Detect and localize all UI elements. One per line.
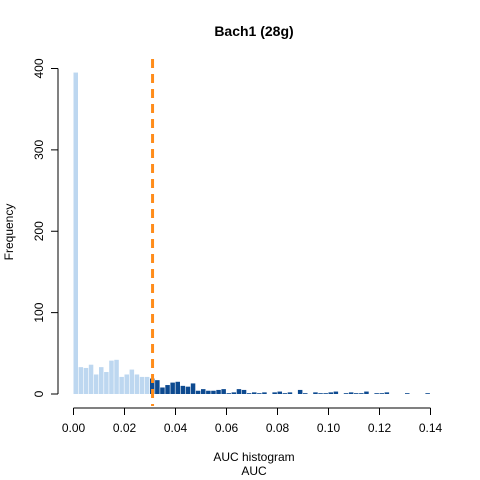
histogram-bar xyxy=(93,374,99,394)
histogram-bar xyxy=(231,392,237,394)
histogram-bar xyxy=(333,391,339,394)
x-tick-label: 0.14 xyxy=(419,421,443,435)
x-tick-label: 0.02 xyxy=(113,421,137,435)
histogram-bar xyxy=(303,393,308,394)
histogram-bar xyxy=(175,381,180,394)
histogram-bar xyxy=(359,393,364,394)
histogram-bar xyxy=(364,391,369,394)
histogram-bar xyxy=(252,392,257,394)
x-axis-sublabel: AUC xyxy=(241,464,267,478)
histogram-bar xyxy=(185,386,191,394)
histogram-bar xyxy=(144,376,150,394)
histogram-bar xyxy=(180,385,186,394)
histogram-bar xyxy=(124,374,129,394)
histogram-bar xyxy=(246,393,252,394)
histogram-bar xyxy=(323,393,328,394)
histogram-bar xyxy=(348,392,354,394)
histogram-bar xyxy=(384,392,390,394)
x-axis: 0.00 0.02 0.04 0.06 0.08 0.10 0.12 0.14 xyxy=(62,407,443,435)
histogram-bar xyxy=(221,389,226,394)
y-tick-label: 300 xyxy=(32,140,46,160)
histogram-bar xyxy=(328,392,333,394)
histogram-bar xyxy=(287,392,293,394)
histogram-bar xyxy=(78,367,84,394)
histogram-bar xyxy=(257,393,262,394)
histogram-bar xyxy=(313,392,318,394)
x-tick-label: 0.10 xyxy=(317,421,341,435)
y-axis-label: Frequency xyxy=(2,204,16,261)
histogram-bar xyxy=(104,372,109,394)
histogram-bar xyxy=(109,360,114,394)
histogram-bar xyxy=(190,383,196,394)
x-tick-label: 0.04 xyxy=(164,421,188,435)
y-tick-label: 0 xyxy=(32,390,46,397)
histogram-bar xyxy=(99,367,104,394)
histogram-bar xyxy=(297,389,303,394)
histogram-bar xyxy=(155,380,160,394)
y-tick-label: 100 xyxy=(32,302,46,322)
x-tick-label: 0.08 xyxy=(266,421,290,435)
x-axis-label: AUC histogram xyxy=(213,450,294,464)
histogram-bar xyxy=(354,393,359,394)
histogram-bar xyxy=(88,364,94,394)
histogram-bar xyxy=(139,376,145,394)
histogram-bar xyxy=(379,393,384,394)
histogram-bar xyxy=(236,389,242,394)
histogram-bars xyxy=(73,72,430,394)
histogram-bar xyxy=(206,390,211,394)
chart-title: Bach1 (28g) xyxy=(214,23,293,39)
y-axis: 0 100 200 300 400 xyxy=(32,58,59,397)
histogram-bar xyxy=(195,390,201,394)
histogram-bar xyxy=(134,374,140,394)
y-tick-label: 400 xyxy=(32,58,46,78)
x-tick-label: 0.00 xyxy=(62,421,86,435)
histogram-bar xyxy=(374,393,379,394)
histogram-bar xyxy=(226,393,231,394)
histogram-bar xyxy=(277,391,282,394)
histogram-bar xyxy=(119,376,124,394)
histogram-bar xyxy=(405,393,410,394)
histogram-bar xyxy=(216,389,221,394)
histogram-bar xyxy=(150,378,155,394)
histogram-bar xyxy=(201,389,206,394)
histogram-bar xyxy=(272,392,277,394)
histogram-bar xyxy=(165,385,170,394)
histogram-bar xyxy=(129,369,135,394)
histogram-bar xyxy=(160,387,165,394)
y-tick-label: 200 xyxy=(32,221,46,241)
x-tick-label: 0.06 xyxy=(215,421,239,435)
histogram-bar xyxy=(318,393,323,394)
x-tick-label: 0.12 xyxy=(368,421,392,435)
histogram-bar xyxy=(241,389,247,394)
histogram-bar xyxy=(211,390,216,394)
histogram-bar xyxy=(262,392,267,394)
histogram-bar xyxy=(73,72,78,394)
histogram-bar xyxy=(170,382,175,394)
histogram-bar xyxy=(282,393,288,394)
histogram-bar xyxy=(83,367,89,394)
histogram-bar xyxy=(343,393,349,394)
histogram-bar xyxy=(425,393,430,394)
histogram-bar xyxy=(114,359,119,394)
